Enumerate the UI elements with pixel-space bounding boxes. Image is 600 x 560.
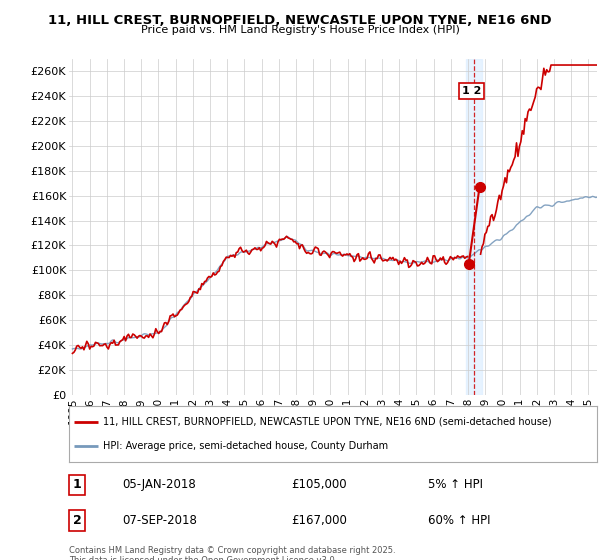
Text: 05-JAN-2018: 05-JAN-2018	[122, 478, 196, 492]
Text: 5% ↑ HPI: 5% ↑ HPI	[428, 478, 483, 492]
Bar	[466, 59, 482, 395]
Text: 11, HILL CREST, BURNOPFIELD, NEWCASTLE UPON TYNE, NE16 6ND (semi-detached house): 11, HILL CREST, BURNOPFIELD, NEWCASTLE U…	[103, 417, 552, 427]
Text: 60% ↑ HPI: 60% ↑ HPI	[428, 514, 491, 527]
Text: Contains HM Land Registry data © Crown copyright and database right 2025.
This d: Contains HM Land Registry data © Crown c…	[69, 546, 395, 560]
Text: Price paid vs. HM Land Registry's House Price Index (HPI): Price paid vs. HM Land Registry's House …	[140, 25, 460, 35]
Text: 2: 2	[73, 514, 81, 527]
Text: £105,000: £105,000	[291, 478, 346, 492]
Text: £167,000: £167,000	[291, 514, 347, 527]
Text: 07-SEP-2018: 07-SEP-2018	[122, 514, 197, 527]
Text: 1 2: 1 2	[462, 86, 481, 96]
Text: HPI: Average price, semi-detached house, County Durham: HPI: Average price, semi-detached house,…	[103, 441, 388, 451]
Text: 11, HILL CREST, BURNOPFIELD, NEWCASTLE UPON TYNE, NE16 6ND: 11, HILL CREST, BURNOPFIELD, NEWCASTLE U…	[48, 14, 552, 27]
Text: 1: 1	[73, 478, 81, 492]
